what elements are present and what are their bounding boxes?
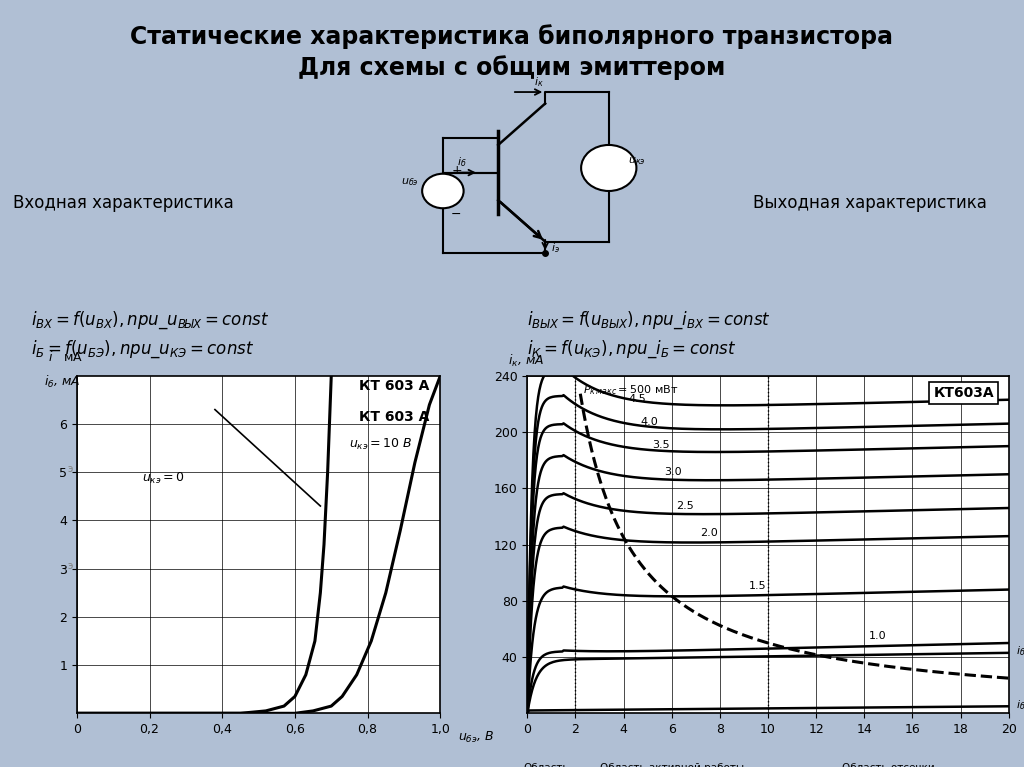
Text: Область отсечки: Область отсечки <box>842 762 935 767</box>
Text: $i_э$: $i_э$ <box>551 241 560 255</box>
Text: 2.0: 2.0 <box>700 528 719 538</box>
Text: $i_б$: $i_б$ <box>457 156 466 170</box>
Text: Статические характеристика биполярного транзистора: Статические характеристика биполярного т… <box>130 25 894 49</box>
Text: э: э <box>68 561 73 571</box>
Text: $i_{BX} = f\left(u_{BX}\right),npu\_u_{B\!ЫX} = const$: $i_{BX} = f\left(u_{BX}\right),npu\_u_{B… <box>31 310 269 331</box>
Text: $u_{кэ}$: $u_{кэ}$ <box>628 155 646 167</box>
Text: $u_{кэ} = 10$ В: $u_{кэ} = 10$ В <box>349 437 413 453</box>
Circle shape <box>422 173 464 208</box>
Text: Выходная характеристика: Выходная характеристика <box>754 194 987 212</box>
Text: −: − <box>452 208 462 220</box>
Text: $i_{BЫX} = f\left(u_{BЫX}\right),npu\_i_{BX} = const$: $i_{BЫX} = f\left(u_{BЫX}\right),npu\_i_… <box>527 310 771 331</box>
Text: Область активной работы: Область активной работы <box>600 762 743 767</box>
Text: $i_б = 0{,}5$ мА: $i_б = 0{,}5$ мА <box>1016 644 1024 658</box>
Text: $P_{к\,макс}{=}500$ мВт: $P_{к\,макс}{=}500$ мВт <box>583 383 678 397</box>
Text: $i$   мА: $i$ мА <box>48 351 83 364</box>
Text: Область
насыщения: Область насыщения <box>515 762 579 767</box>
Text: 1.5: 1.5 <box>749 581 766 591</box>
Text: 3.5: 3.5 <box>652 439 670 449</box>
Text: $u_{бэ}$: $u_{бэ}$ <box>401 176 419 188</box>
Text: КТ 603 А: КТ 603 А <box>359 379 429 393</box>
Text: $u_{кэ} = 0$: $u_{кэ} = 0$ <box>142 471 185 486</box>
Text: +: + <box>452 164 462 176</box>
Text: 3.0: 3.0 <box>665 467 682 477</box>
Text: $u_{бэ}$, В: $u_{бэ}$, В <box>459 730 495 745</box>
Text: 2.5: 2.5 <box>677 501 694 511</box>
Text: 4.5: 4.5 <box>629 393 646 403</box>
Text: 1.0: 1.0 <box>869 631 887 641</box>
Text: $i_{К} = f\left(u_{КЭ}\right),npu\_i_{Б} = const$: $i_{К} = f\left(u_{КЭ}\right),npu\_i_{Б}… <box>527 338 737 360</box>
Text: $i_к$: $i_к$ <box>535 75 544 89</box>
Text: $i_б = 0$: $i_б = 0$ <box>1016 698 1024 712</box>
Circle shape <box>582 145 637 191</box>
Text: Для схемы с общим эмиттером: Для схемы с общим эмиттером <box>298 55 726 80</box>
Text: 4.0: 4.0 <box>640 417 658 427</box>
Text: КТ603А: КТ603А <box>934 386 994 400</box>
Text: КТ 603 А: КТ 603 А <box>359 410 429 423</box>
Text: Входная характеристика: Входная характеристика <box>12 194 233 212</box>
Text: $i_{Б} = f\left(u_{БЭ}\right),npu\_u_{КЭ} = const$: $i_{Б} = f\left(u_{БЭ}\right),npu\_u_{КЭ… <box>31 338 254 360</box>
Text: $i_б$, мА: $i_б$, мА <box>44 374 80 390</box>
Text: э: э <box>68 464 73 474</box>
Text: $i_к$, мА: $i_к$, мА <box>508 353 545 369</box>
